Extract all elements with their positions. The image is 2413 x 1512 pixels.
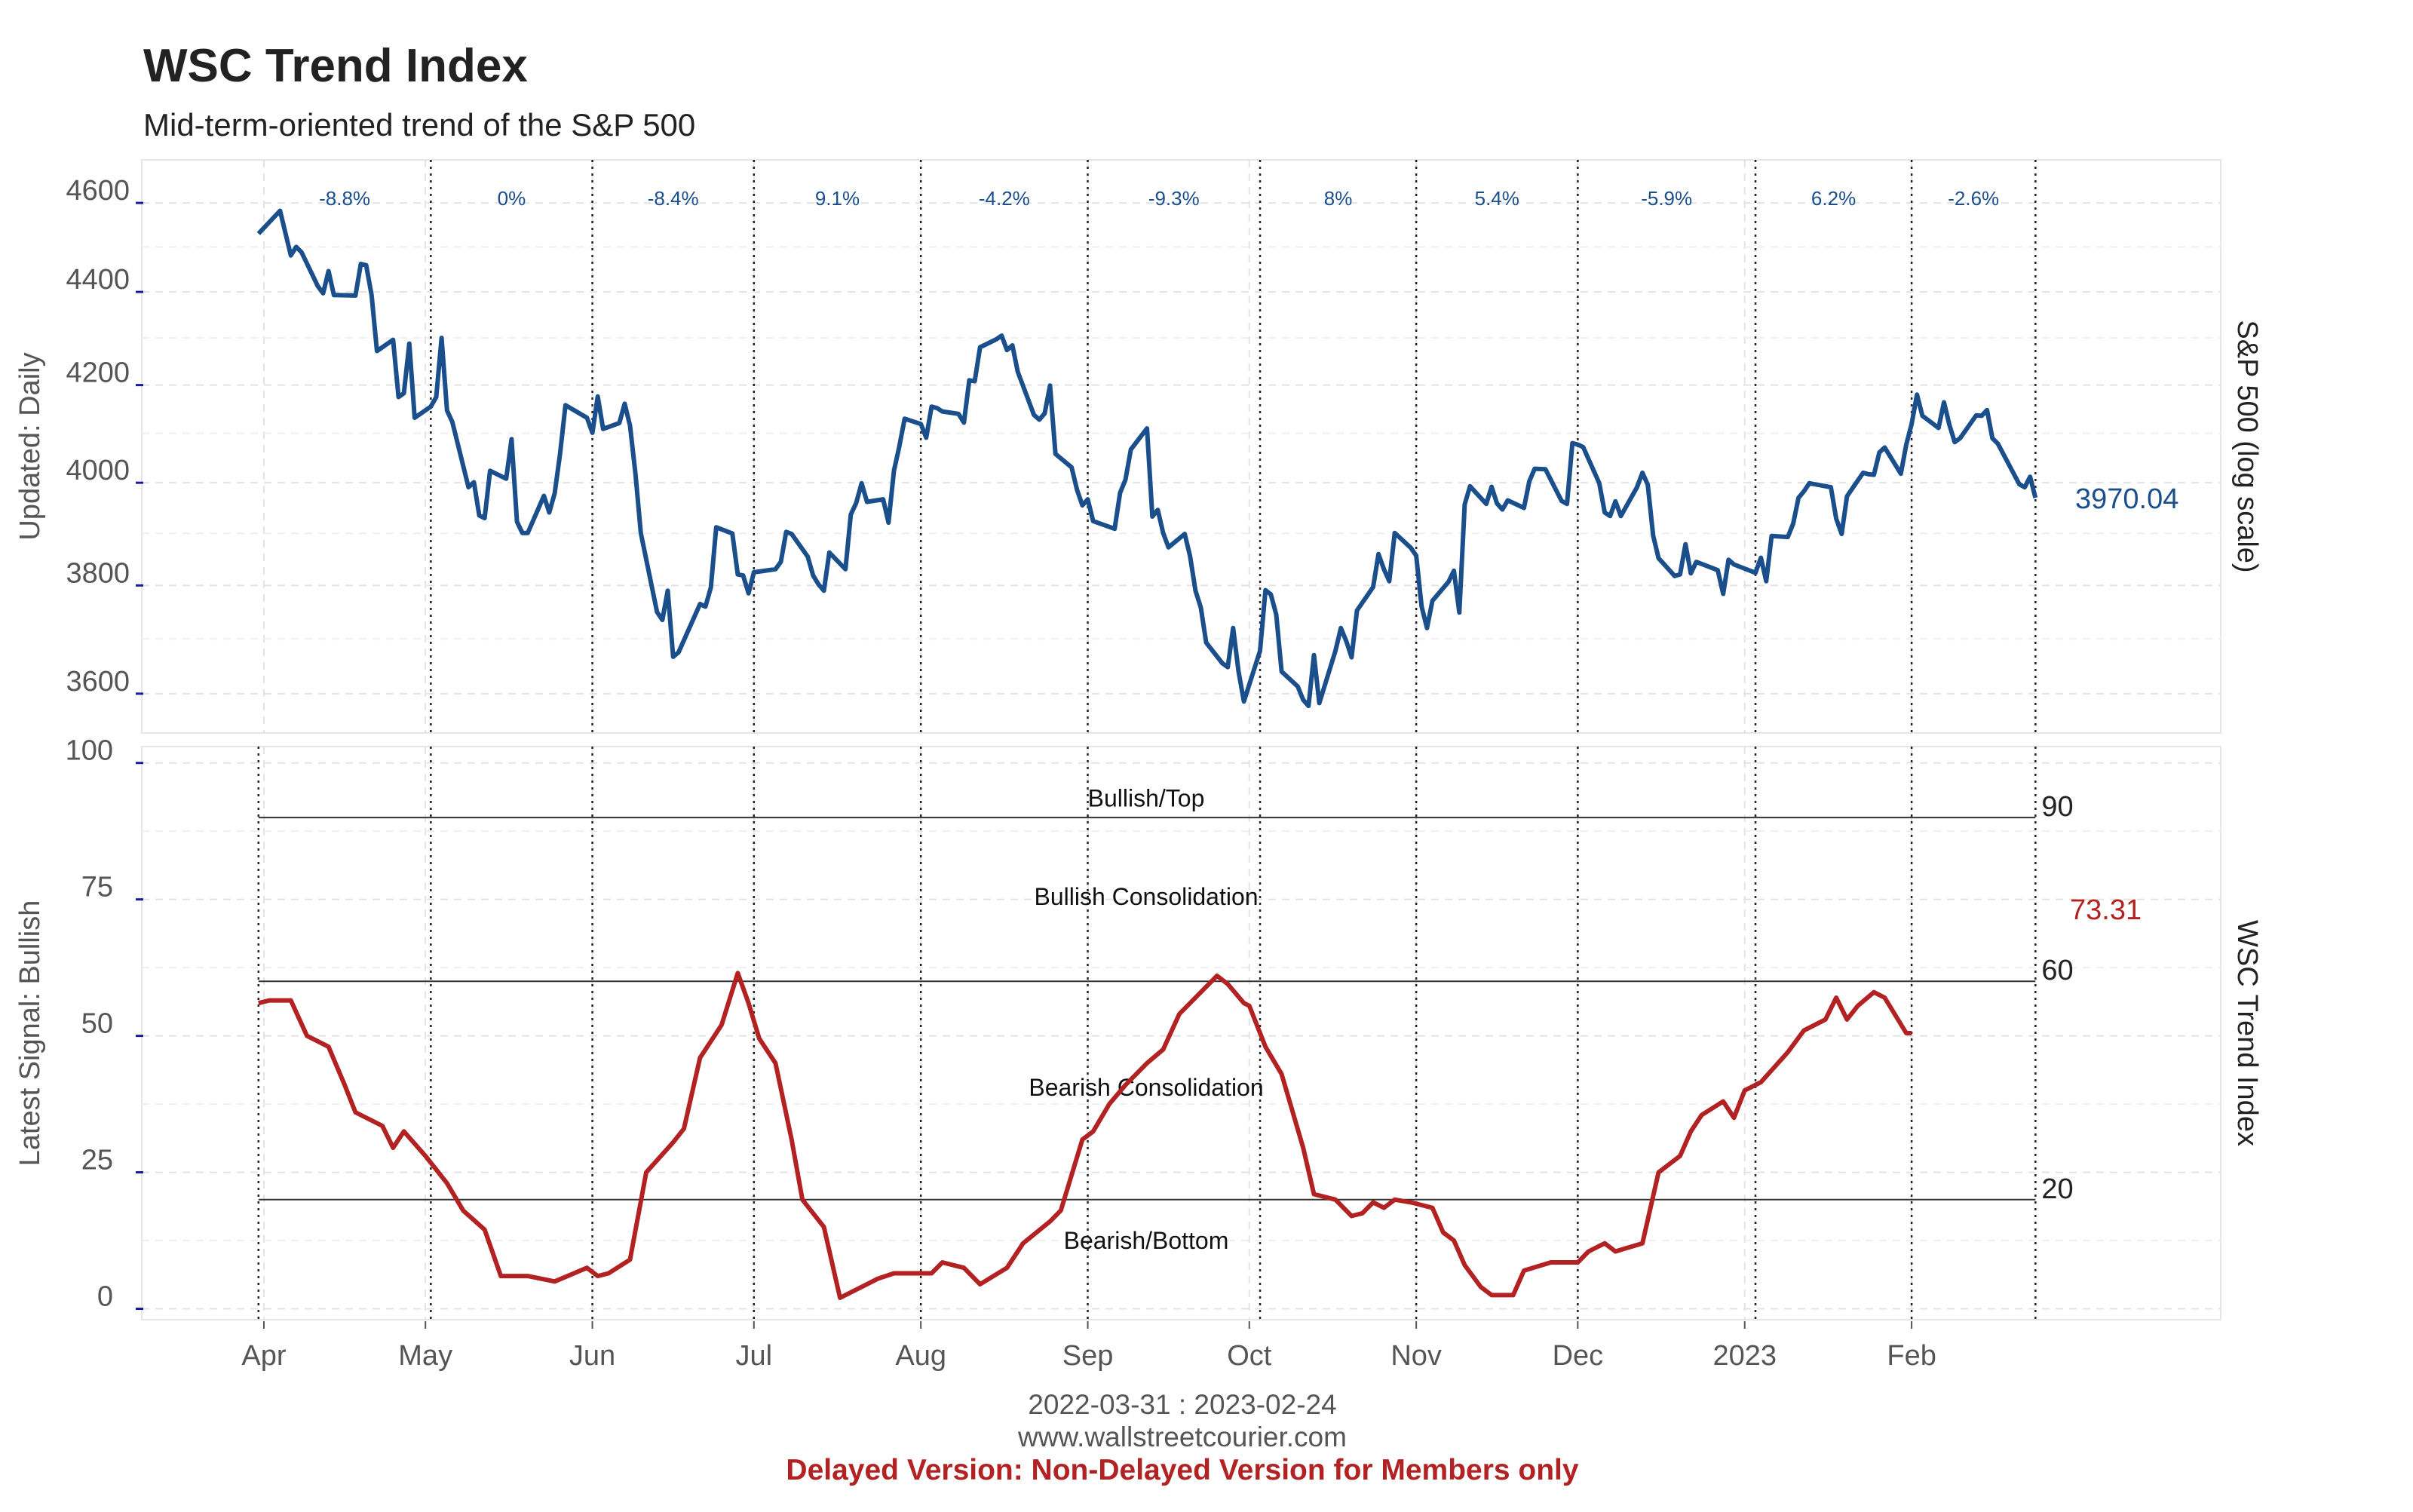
threshold-label: 90 xyxy=(2041,791,2073,823)
x-tick-label: 2023 xyxy=(1712,1340,1777,1372)
trend-index-line xyxy=(258,971,1912,1300)
x-tick-label: Apr xyxy=(241,1340,286,1372)
x-tick-label: Jul xyxy=(736,1340,773,1372)
date-range-label: 2022-03-31 : 2023-02-24 xyxy=(1028,1389,1336,1420)
trend-panel-frame xyxy=(141,746,2221,1320)
y-tick-label: 0 xyxy=(97,1281,113,1313)
monthly-change-label: -5.9% xyxy=(1641,187,1692,210)
monthly-change-label: 6.2% xyxy=(1811,187,1856,210)
monthly-change-label: 5.4% xyxy=(1475,187,1519,210)
monthly-change-label: -8.8% xyxy=(319,187,370,210)
zone-label: Bullish/Top xyxy=(1088,785,1205,812)
y-tick-label: 100 xyxy=(66,735,113,767)
y-tick-label: 4000 xyxy=(66,455,130,486)
monthly-change-label: 8% xyxy=(1324,187,1353,210)
monthly-change-label: -9.3% xyxy=(1148,187,1200,210)
y-tick-label: 4600 xyxy=(66,175,130,207)
zone-label: Bullish Consolidation xyxy=(1034,883,1258,910)
x-tick-label: May xyxy=(398,1340,452,1372)
threshold-label: 60 xyxy=(2041,955,2073,986)
x-axis: Apr May Jun Jul Aug Sep Oct Nov Dec 2023 Feb xyxy=(241,1321,1936,1372)
website-label: www.wallstreetcourier.com xyxy=(1017,1422,1347,1452)
x-tick-label: Aug xyxy=(895,1340,946,1372)
chart-title: WSC Trend Index xyxy=(143,40,528,92)
price-panel-frame xyxy=(141,159,2221,734)
trend-index-panel: 0 25 50 75 100 90 60 20 Bullish/Top Bullish Conso… xyxy=(14,735,2263,1320)
delayed-notice: Delayed Version: Non-Delayed Version for… xyxy=(786,1454,1578,1486)
y-tick-label: 4200 xyxy=(66,357,130,389)
monthly-change-label: -4.2% xyxy=(979,187,1030,210)
y-tick-label: 75 xyxy=(81,872,113,903)
monthly-change-label: 0% xyxy=(498,187,526,210)
monthly-change-label: 9.1% xyxy=(815,187,860,210)
monthly-change-label: -8.4% xyxy=(648,187,699,210)
threshold-label: 20 xyxy=(2041,1173,2073,1205)
x-tick-label: Jun xyxy=(569,1340,615,1372)
zone-label: Bearish Consolidation xyxy=(1029,1074,1263,1101)
x-tick-label: Dec xyxy=(1553,1340,1604,1372)
chart-subtitle: Mid-term-oriented trend of the S&P 500 xyxy=(143,107,695,143)
x-tick-label: Nov xyxy=(1390,1340,1442,1372)
x-tick-label: Feb xyxy=(1887,1340,1936,1372)
y-tick-label: 3600 xyxy=(66,666,130,698)
top-y-axis-title: Updated: Daily xyxy=(14,352,46,540)
y-tick-label: 3800 xyxy=(66,557,130,589)
sp500-last-value: 3970.04 xyxy=(2075,483,2178,515)
y-tick-label: 50 xyxy=(81,1008,113,1040)
bottom-y-axis-title: Latest Signal: Bullish xyxy=(14,900,46,1167)
bottom-right-axis-title: WSC Trend Index xyxy=(2231,920,2263,1146)
y-tick-label: 4400 xyxy=(66,264,130,296)
x-tick-label: Sep xyxy=(1062,1340,1114,1372)
price-panel: 3600 3800 4000 4200 4400 4600 -8.8% 0% -8.4% 9.1%… xyxy=(14,159,2263,734)
x-tick-label: Oct xyxy=(1227,1340,1272,1372)
top-right-axis-title: S&P 500 (log scale) xyxy=(2231,320,2263,572)
zone-label: Bearish/Bottom xyxy=(1064,1227,1229,1254)
y-tick-label: 25 xyxy=(81,1145,113,1176)
trend-index-last-value: 73.31 xyxy=(2070,894,2142,926)
sp500-price-line xyxy=(256,208,2038,709)
monthly-change-label: -2.6% xyxy=(1948,187,1999,210)
